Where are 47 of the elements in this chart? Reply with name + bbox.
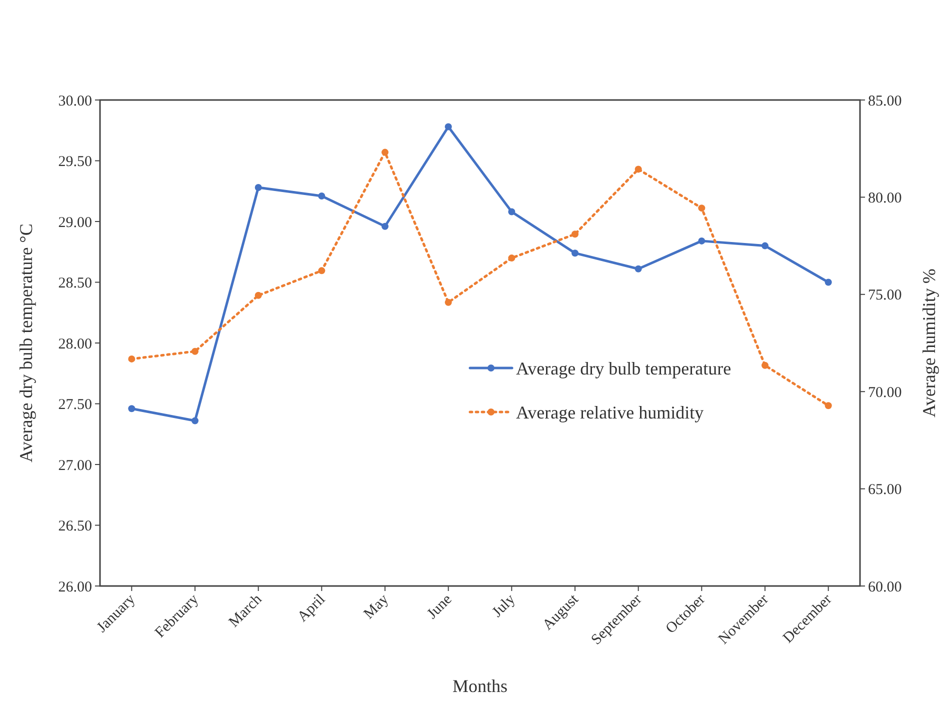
x-axis-title: Months: [452, 676, 508, 696]
y-tick-label: 28.00: [58, 336, 92, 352]
point: [634, 166, 642, 173]
legend-label: Average dry bulb temperature: [516, 358, 732, 378]
y2-axis-title: Average humidity %: [919, 268, 939, 418]
y2-tick-label: 85.00: [868, 93, 902, 110]
x-tick-label: July: [489, 591, 519, 621]
point: [192, 417, 198, 424]
y2-tick-label: 65.00: [868, 482, 902, 498]
point: [508, 208, 516, 216]
point: [762, 362, 768, 369]
point: [634, 265, 642, 272]
point: [382, 222, 388, 230]
y-tick-label: 27.00: [58, 458, 92, 474]
y-tick-label: 28.50: [58, 276, 92, 292]
point: [254, 292, 262, 299]
y-tick-label: 27.50: [58, 397, 92, 413]
y-tick-label: 29.00: [58, 214, 92, 231]
y2-tick-label: 80.00: [868, 190, 902, 206]
point: [128, 405, 136, 412]
point: [824, 402, 832, 410]
point: [254, 184, 262, 191]
point: [128, 355, 136, 362]
y-tick-label: 26.00: [58, 579, 92, 596]
y-axis-title: Average dry bulb temperature °C: [16, 224, 36, 462]
point: [824, 278, 832, 286]
y2-tick-label: 70.00: [868, 384, 902, 401]
point: [318, 267, 326, 274]
point: [192, 348, 198, 355]
point: [444, 298, 452, 306]
point: [698, 237, 706, 244]
point: [318, 192, 326, 200]
x-tick-label: May: [361, 591, 392, 622]
point: [572, 250, 578, 257]
point: [572, 230, 578, 238]
point: [508, 254, 516, 262]
point: [762, 242, 768, 250]
y2-tick-label: 75.00: [868, 288, 902, 304]
x-tick-label: June: [424, 591, 456, 622]
y-tick-label: 30.00: [58, 93, 92, 110]
legend-label: Average relative humidity: [516, 402, 704, 422]
point: [444, 123, 452, 130]
point: [382, 148, 388, 156]
y2-tick-label: 60.00: [868, 579, 902, 596]
point: [698, 204, 706, 212]
y-tick-label: 29.50: [58, 154, 92, 170]
y-tick-label: 26.50: [58, 518, 92, 534]
